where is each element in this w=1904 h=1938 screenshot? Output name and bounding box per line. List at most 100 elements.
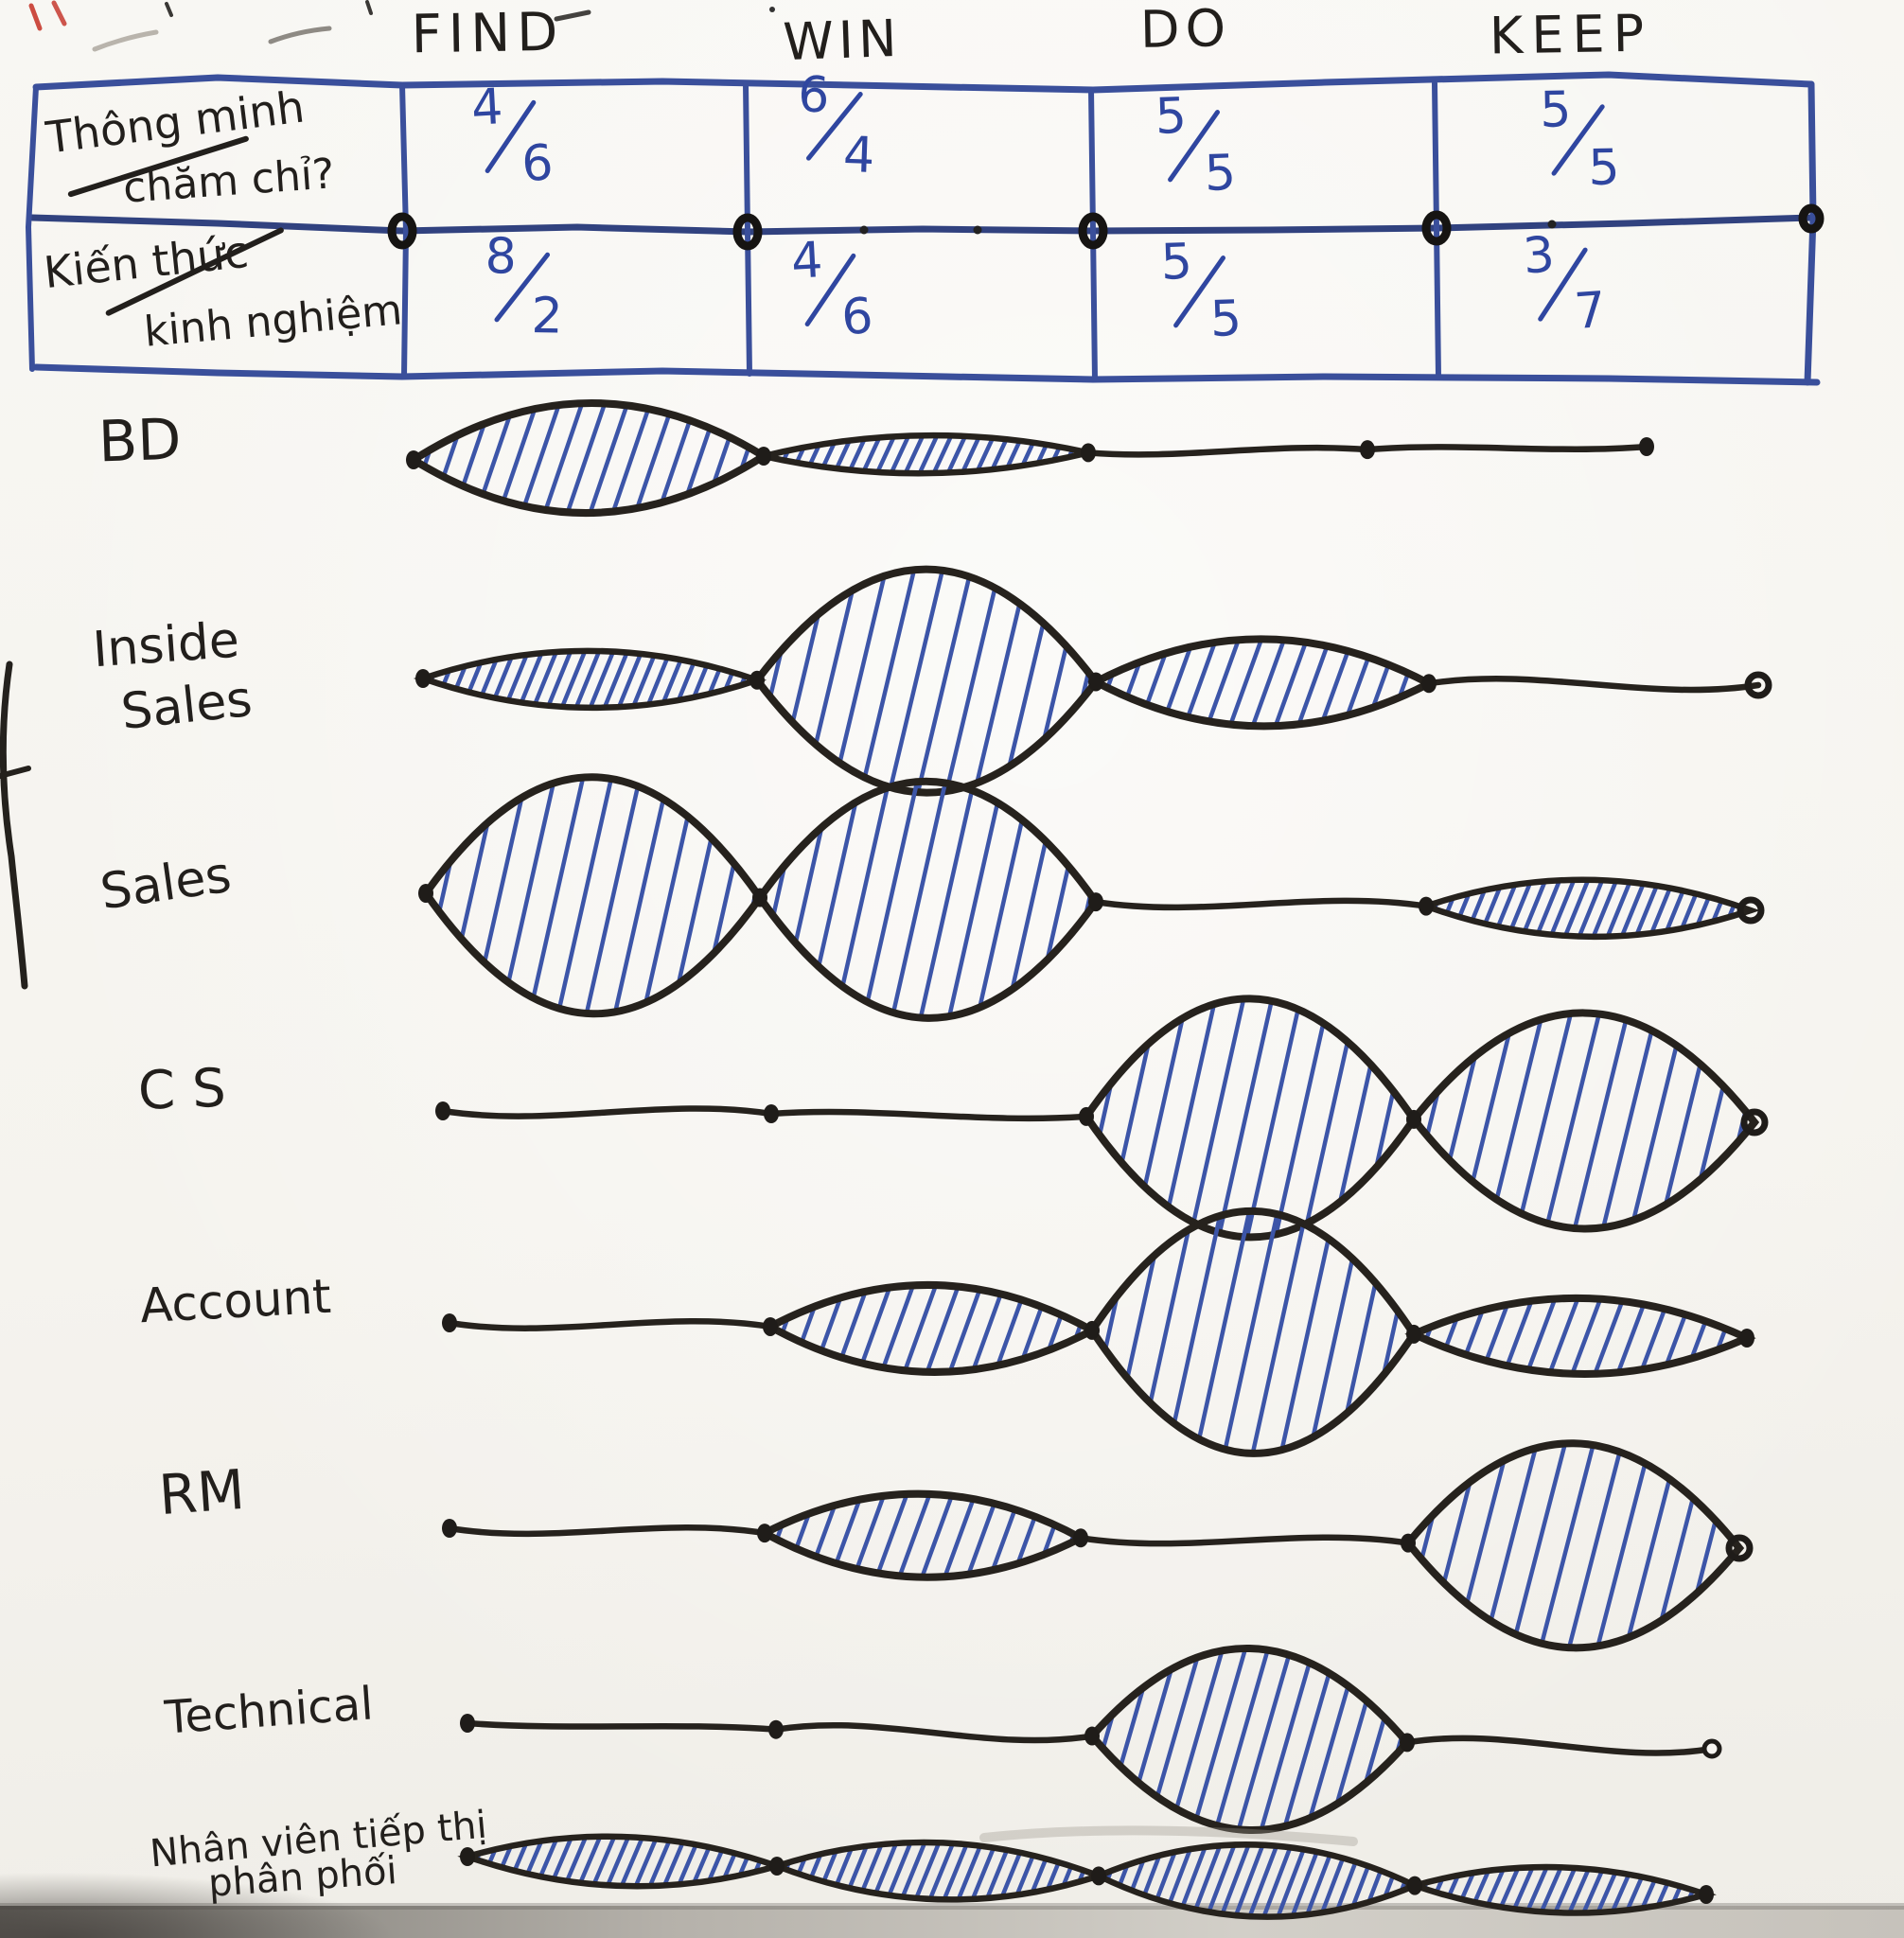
- tick-icon: [165, 2, 173, 17]
- phase-line-find: [464, 1719, 780, 1733]
- node-icon: [749, 670, 765, 690]
- node-icon: [1725, 1534, 1754, 1562]
- table-knot-icon: [1798, 203, 1825, 234]
- node-icon: [768, 1719, 784, 1739]
- score-denominator: 7: [1572, 281, 1608, 342]
- score-numerator: 5: [1159, 233, 1193, 291]
- node-icon: [435, 1101, 450, 1120]
- score-denominator: 2: [531, 287, 564, 345]
- score-denominator: 5: [1208, 290, 1243, 349]
- score-denominator: 5: [1587, 139, 1621, 198]
- lens-hatch: [765, 1493, 1081, 1577]
- role-label-technical: Technical: [163, 1677, 376, 1745]
- lens-hatch: [1092, 1647, 1407, 1831]
- score-numerator: 6: [797, 66, 831, 125]
- node-icon: [460, 1847, 475, 1866]
- lens-hatch: [760, 781, 1096, 1018]
- role-row-bd: [406, 399, 1654, 517]
- lens-hatch: [426, 777, 760, 1014]
- node-icon: [442, 1313, 457, 1332]
- node-icon: [1739, 1329, 1754, 1348]
- emphasis-lens-keep: [1404, 1294, 1756, 1378]
- node-icon: [1073, 1528, 1088, 1548]
- role-label-bd: BD: [97, 406, 183, 476]
- lens-hatch: [1414, 1013, 1754, 1229]
- whiteboard-tray-edge: [0, 1903, 1904, 1910]
- lens-hatch: [777, 1841, 1099, 1900]
- score-denominator: 5: [1203, 144, 1238, 203]
- table-dot-icon: [859, 225, 869, 235]
- score-numerator: 5: [1539, 81, 1572, 139]
- stray-marks: [0, 0, 1358, 1846]
- smudge-icon: [979, 1825, 1358, 1846]
- emphasis-lens-keep: [1417, 876, 1760, 941]
- role-label-cs: CS: [136, 1057, 244, 1122]
- phase-line-find: [446, 1318, 774, 1331]
- phase-line-do: [1084, 444, 1371, 458]
- role-row-inside-sales: [413, 565, 1772, 797]
- node-icon: [415, 669, 431, 688]
- dot-icon: [769, 7, 775, 12]
- lens-hatch: [1096, 639, 1429, 727]
- node-icon: [1407, 1876, 1422, 1895]
- node-icon: [460, 1714, 475, 1733]
- node-icon: [1740, 1108, 1769, 1136]
- score-numerator: 8: [485, 228, 518, 286]
- emphasis-lens-do: [1086, 1644, 1413, 1834]
- node-icon: [763, 1316, 778, 1336]
- phase-header-do: DO: [1139, 0, 1232, 60]
- node-icon: [1406, 1109, 1421, 1129]
- role-row-rm: [442, 1439, 1754, 1652]
- red-mark-icon: [28, 3, 43, 31]
- role-row-technical: [460, 1644, 1722, 1834]
- lens-hatch: [1408, 1443, 1739, 1648]
- node-icon: [1737, 896, 1765, 925]
- node-icon: [406, 450, 421, 469]
- role-label-rm: RM: [156, 1456, 247, 1528]
- emphasis-lens-do: [1082, 995, 1419, 1242]
- smudge-icon: [92, 29, 159, 52]
- emphasis-lens-keep: [1408, 1009, 1760, 1233]
- node-icon: [756, 447, 771, 467]
- node-icon: [1360, 440, 1375, 460]
- node-icon: [1419, 896, 1434, 916]
- smudge-icon: [268, 26, 332, 44]
- phase-line-keep: [1364, 443, 1650, 453]
- lens-hatch: [757, 569, 1096, 793]
- role-label-account: Account: [138, 1268, 333, 1334]
- node-icon: [757, 1524, 772, 1543]
- table-dot-icon: [1547, 220, 1557, 229]
- phase-line-do: [1092, 897, 1430, 911]
- emphasis-lens-find: [406, 399, 771, 517]
- table-dot-icon: [973, 225, 982, 235]
- node-icon: [1699, 1885, 1714, 1904]
- lens-hatch: [770, 1284, 1092, 1372]
- node-icon: [1088, 672, 1103, 692]
- node-icon: [1088, 892, 1103, 912]
- red-mark-icon: [51, 0, 67, 26]
- node-icon: [1091, 1866, 1106, 1886]
- table-knot-icon: [1078, 212, 1108, 250]
- whiteboard-tray-shadow: [0, 1872, 397, 1938]
- table-knot-icon: [732, 213, 763, 251]
- phase-line-win: [767, 1108, 1090, 1122]
- node-icon: [1084, 1726, 1100, 1746]
- score-numerator: 5: [1154, 87, 1188, 146]
- role-label-inside-sales-1: Inside: [91, 611, 241, 679]
- emphasis-lens-do: [1087, 635, 1437, 731]
- lens-hatch: [1092, 1210, 1414, 1454]
- node-icon: [1081, 443, 1096, 463]
- phase-line-do: [1077, 1534, 1412, 1547]
- edge-stroke-icon: [0, 766, 31, 779]
- node-icon: [1701, 1738, 1722, 1759]
- role-row-cs: [435, 995, 1769, 1242]
- role-label-inside-sales-2: Sales: [118, 670, 256, 742]
- phase-line-find: [439, 1105, 775, 1119]
- lens-hatch: [1099, 1844, 1415, 1917]
